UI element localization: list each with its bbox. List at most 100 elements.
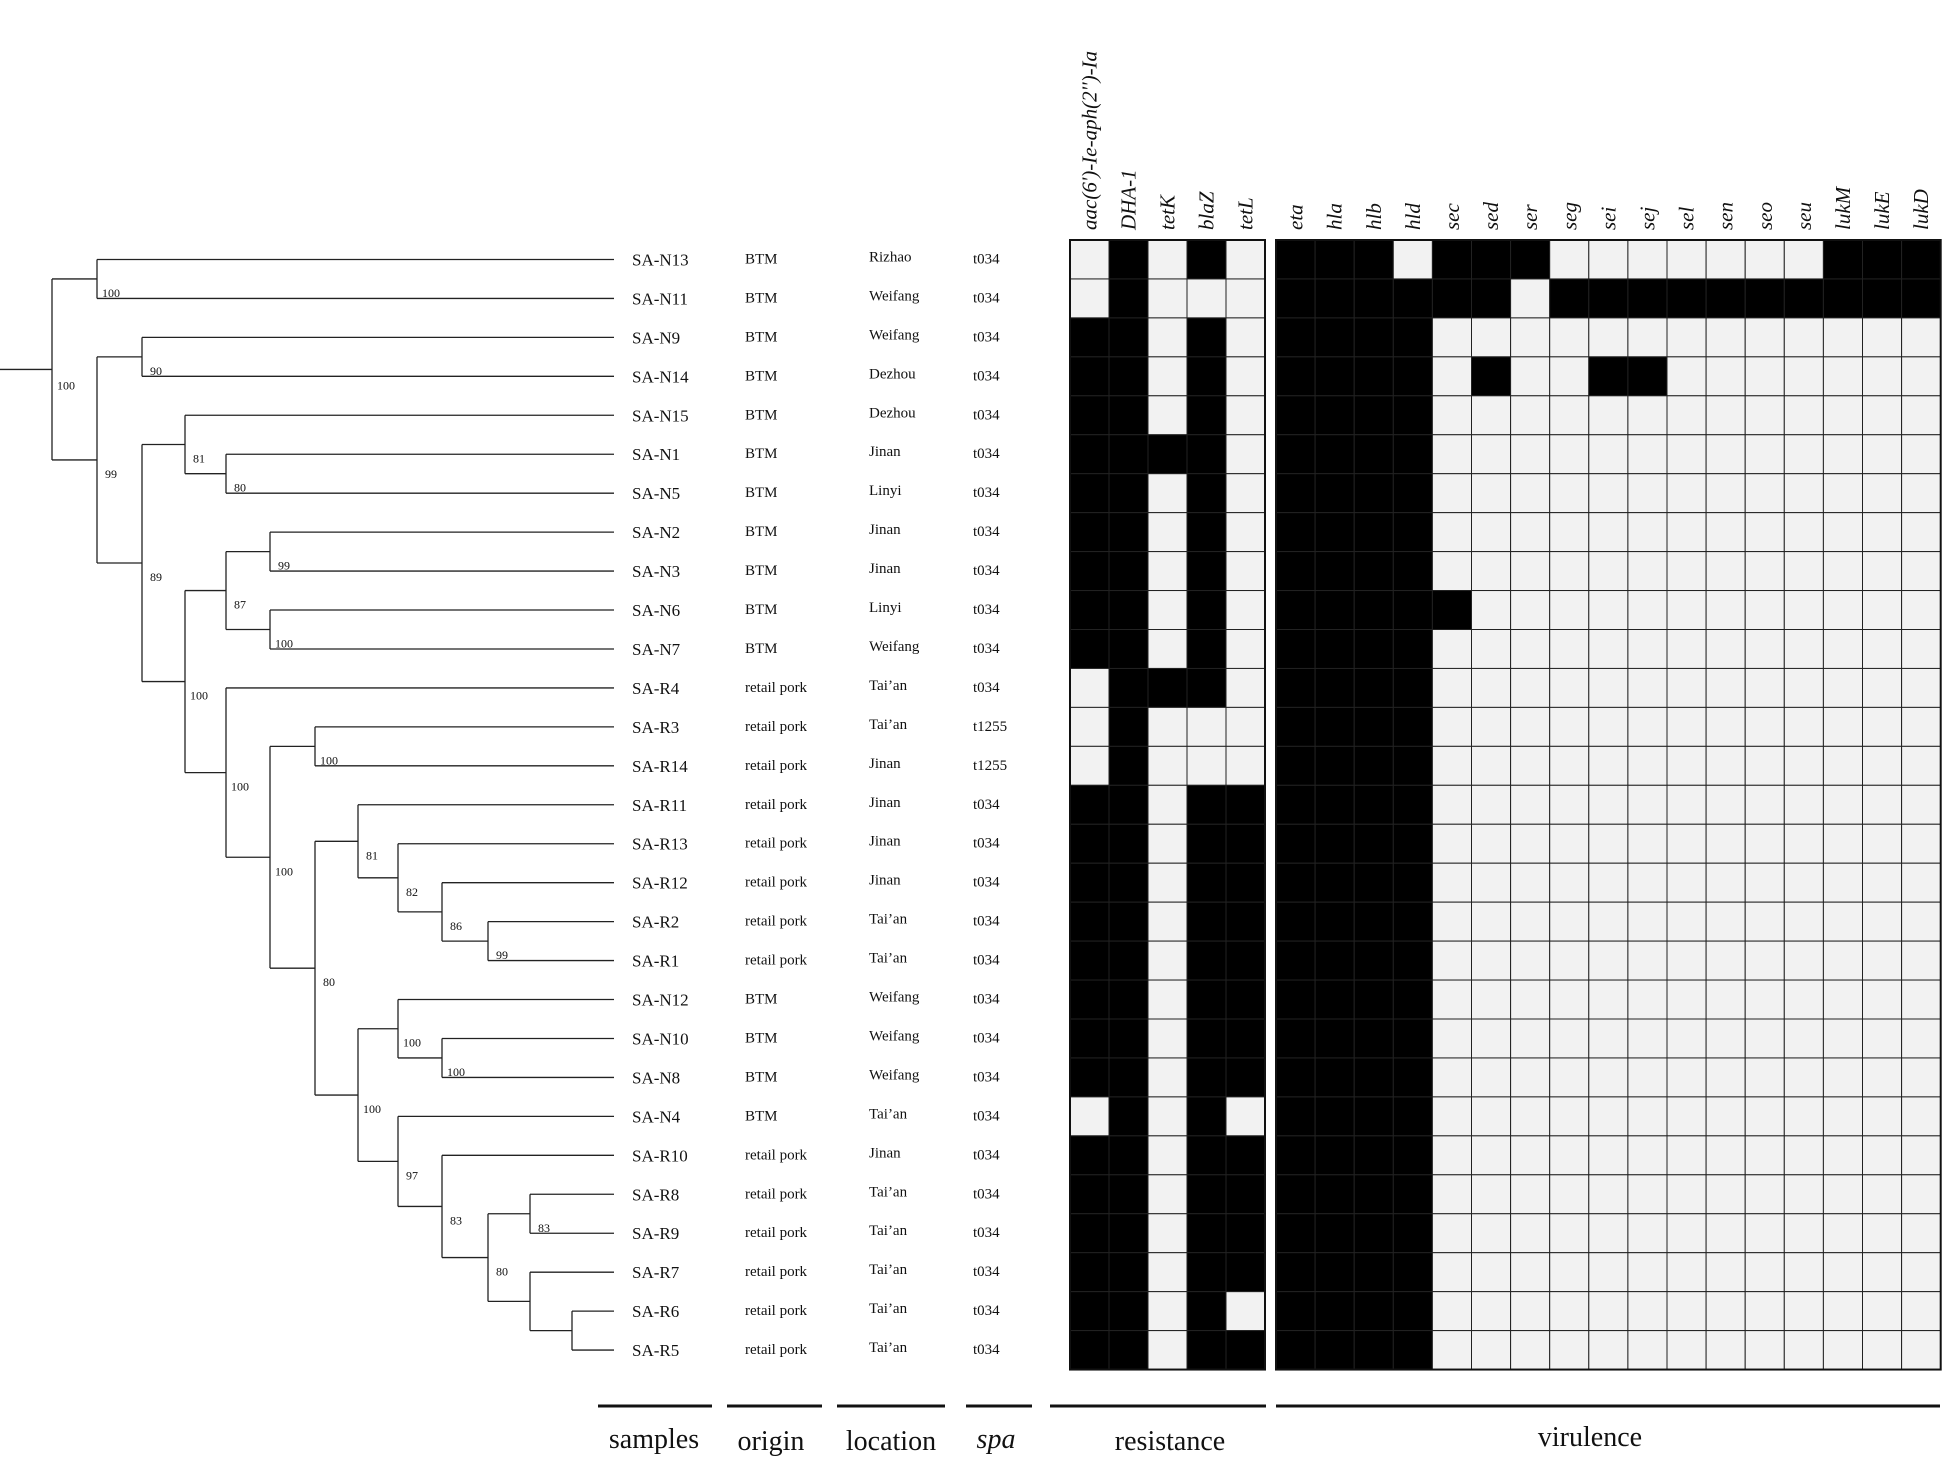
virulence-cell (1392, 1252, 1433, 1293)
virulence-cell (1627, 317, 1668, 358)
resistance-cell (1108, 1135, 1149, 1176)
virulence-cell (1705, 356, 1746, 397)
virulence-cell (1822, 1018, 1864, 1059)
virulence-cell (1862, 1057, 1903, 1098)
virulence-cell (1353, 551, 1394, 592)
virulence-cell (1353, 979, 1394, 1020)
virulence-cell (1353, 1135, 1394, 1176)
virulence-cell (1705, 1213, 1746, 1254)
virulence-cell (1783, 551, 1824, 592)
sample-id: SA-R5 (632, 1341, 679, 1360)
virulence-cell (1471, 940, 1512, 981)
virulence-cell (1862, 395, 1903, 436)
virulence-cell (1549, 356, 1590, 397)
resistance-cell (1069, 1096, 1110, 1137)
virulence-cell (1471, 1018, 1512, 1059)
virulence-cell (1901, 1057, 1942, 1098)
virulence-cell (1392, 1213, 1433, 1254)
group-label-virulence: virulence (1538, 1422, 1642, 1453)
virulence-cell (1549, 1096, 1590, 1137)
virulence-cell (1275, 317, 1316, 358)
sample-spa: t034 (973, 1147, 1000, 1163)
sample-id: SA-N10 (632, 1029, 689, 1048)
virulence-cell (1705, 317, 1746, 358)
resistance-cell (1186, 862, 1227, 903)
virulence-cell (1431, 1057, 1473, 1098)
resistance-cell (1147, 317, 1188, 358)
virulence-cell (1392, 551, 1433, 592)
sample-origin: BTM (745, 602, 778, 618)
virulence-cell (1314, 629, 1355, 669)
resistance-cell (1225, 745, 1266, 786)
virulence-cell (1901, 1330, 1942, 1371)
resistance-cell (1108, 356, 1149, 397)
resistance-frame (1069, 239, 1266, 1371)
virulence-cell (1510, 1174, 1551, 1215)
virulence-gene-label: hlb (1362, 203, 1386, 230)
virulence-cell (1353, 1213, 1394, 1254)
virulence-cell (1275, 551, 1316, 592)
virulence-cell (1471, 1291, 1512, 1332)
resistance-cell (1069, 278, 1110, 319)
virulence-cell (1471, 1096, 1512, 1137)
virulence-cell (1901, 512, 1942, 553)
virulence-cell (1822, 1252, 1864, 1293)
bootstrap-value: 100 (320, 753, 338, 767)
virulence-cell (1275, 1018, 1316, 1059)
virulence-cell (1744, 940, 1785, 981)
virulence-cell (1862, 979, 1903, 1020)
virulence-cell (1822, 629, 1864, 669)
resistance-cell (1186, 551, 1227, 592)
virulence-cell (1862, 667, 1903, 708)
virulence-cell (1901, 239, 1942, 280)
virulence-cell (1549, 979, 1590, 1020)
resistance-cell (1225, 239, 1266, 280)
sample-spa: t034 (973, 251, 1000, 267)
virulence-cell (1627, 706, 1668, 747)
virulence-cell (1705, 784, 1746, 825)
bootstrap-value: 81 (193, 451, 205, 465)
group-label-samples: samples (609, 1424, 699, 1455)
virulence-cell (1392, 1057, 1433, 1098)
virulence-cell (1275, 395, 1316, 436)
virulence-cell (1666, 1291, 1707, 1332)
virulence-cell (1510, 1057, 1551, 1098)
resistance-cell (1147, 706, 1188, 747)
bootstrap-value: 100 (231, 780, 249, 794)
virulence-cell (1471, 1213, 1512, 1254)
sample-spa: t034 (973, 1030, 1000, 1046)
virulence-cell (1822, 940, 1864, 981)
virulence-cell (1431, 356, 1473, 397)
virulence-cell (1705, 940, 1746, 981)
resistance-cell (1069, 823, 1110, 864)
virulence-cell (1275, 862, 1316, 903)
virulence-cell (1901, 1213, 1942, 1254)
resistance-cell (1186, 940, 1227, 981)
resistance-cell (1225, 979, 1266, 1020)
sample-spa: t034 (973, 1303, 1000, 1319)
bootstrap-value: 87 (234, 598, 246, 612)
virulence-cell (1471, 706, 1512, 747)
virulence-cell (1588, 395, 1629, 436)
bootstrap-value: 99 (496, 948, 508, 962)
virulence-cell (1627, 512, 1668, 553)
virulence-cell (1314, 940, 1355, 981)
virulence-cell (1275, 512, 1316, 553)
virulence-cell (1783, 940, 1824, 981)
bootstrap-value: 89 (150, 570, 162, 584)
virulence-cell (1431, 706, 1473, 747)
virulence-cell (1275, 1213, 1316, 1254)
virulence-cell (1392, 667, 1433, 708)
virulence-cell (1705, 1018, 1746, 1059)
virulence-cell (1666, 901, 1707, 942)
virulence-cell (1588, 473, 1629, 514)
virulence-cell (1353, 512, 1394, 553)
resistance-cell (1147, 551, 1188, 592)
resistance-cell (1069, 667, 1110, 708)
sample-location: Jinan (869, 522, 901, 538)
resistance-cell (1147, 862, 1188, 903)
sample-origin: BTM (745, 641, 778, 657)
virulence-cell (1822, 434, 1864, 475)
resistance-cell (1147, 356, 1188, 397)
virulence-cell (1353, 434, 1394, 475)
